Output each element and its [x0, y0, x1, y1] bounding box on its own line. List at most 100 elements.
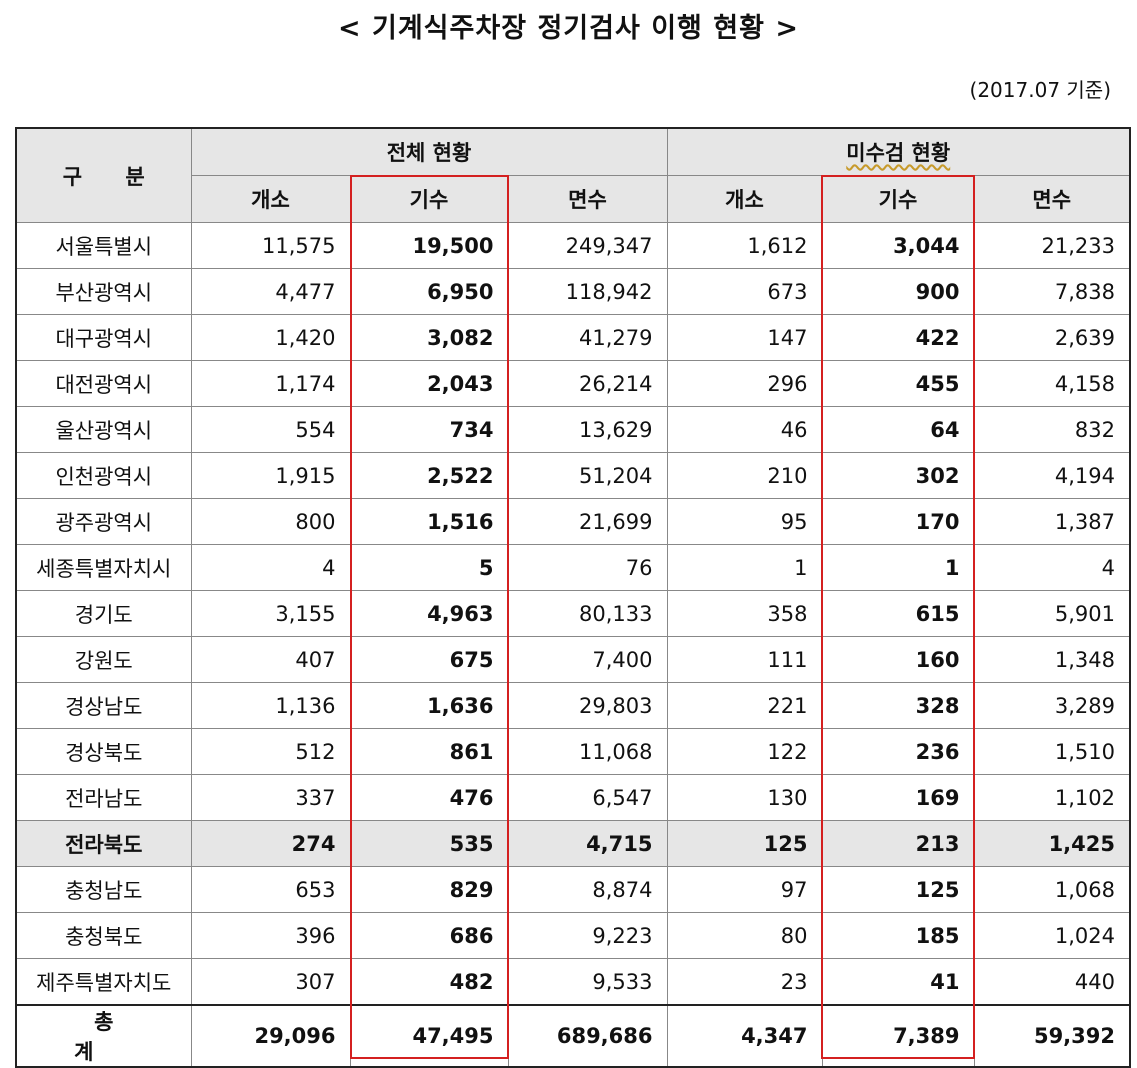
- value-cell: 4: [190, 544, 351, 591]
- value-cell: 861: [349, 728, 509, 775]
- column-header-0: 개소: [190, 175, 351, 223]
- value-cell: 800: [190, 498, 351, 545]
- value-cell: 675: [349, 636, 509, 683]
- value-cell: 221: [666, 682, 823, 729]
- value-cell: 169: [821, 774, 975, 821]
- value-cell: 4,194: [973, 452, 1131, 499]
- value-cell: 1,348: [973, 636, 1131, 683]
- region-cell: 대전광역시: [15, 360, 192, 407]
- value-cell: 6,950: [349, 268, 509, 315]
- value-cell: 2,522: [349, 452, 509, 499]
- value-cell: 170: [821, 498, 975, 545]
- total-row: 총 계 29,096 47,495 689,686 4,347 7,389 59,392: [15, 1004, 1131, 1068]
- value-cell: 512: [190, 728, 351, 775]
- total-value-cell: 47,495: [349, 1004, 509, 1068]
- value-cell: 8,874: [507, 866, 668, 913]
- value-cell: 1,102: [973, 774, 1131, 821]
- value-cell: 160: [821, 636, 975, 683]
- value-cell: 6,547: [507, 774, 668, 821]
- value-cell: 29,803: [507, 682, 668, 729]
- page-title: < 기계식주차장 정기검사 이행 현황 >: [337, 13, 799, 44]
- region-cell: 제주특별자치도: [15, 958, 192, 1006]
- group-header-uninspected-label: 미수검 현황: [846, 141, 951, 165]
- value-cell: 3,289: [973, 682, 1131, 729]
- value-cell: 118,942: [507, 268, 668, 315]
- value-cell: 407: [190, 636, 351, 683]
- value-cell: 7,838: [973, 268, 1131, 315]
- value-cell: 535: [349, 820, 509, 867]
- inspection-status-table: 구 분 전체 현황 미수검 현황 개소 기수 면수 개소 기수 면수 서울특별시 11,57…: [15, 127, 1131, 1068]
- group-header-uninspected: 미수검 현황: [666, 127, 1131, 176]
- table-row: 전라남도 337 476 6,547 130 169 1,102: [15, 774, 1131, 821]
- column-header-3: 개소: [666, 175, 823, 223]
- value-cell: 11,575: [190, 222, 351, 269]
- total-value-cell: 4,347: [666, 1004, 823, 1068]
- value-cell: 46: [666, 406, 823, 453]
- value-cell: 4,715: [507, 820, 668, 867]
- value-cell: 41: [821, 958, 975, 1006]
- region-cell: 세종특별자치시: [15, 544, 192, 591]
- value-cell: 1,387: [973, 498, 1131, 545]
- value-cell: 3,155: [190, 590, 351, 637]
- region-cell: 서울특별시: [15, 222, 192, 269]
- value-cell: 111: [666, 636, 823, 683]
- group-header-total: 전체 현황: [190, 127, 668, 176]
- category-header: 구 분: [15, 127, 192, 223]
- value-cell: 829: [349, 866, 509, 913]
- value-cell: 296: [666, 360, 823, 407]
- table-row: 광주광역시 800 1,516 21,699 95 170 1,387: [15, 498, 1131, 545]
- value-cell: 337: [190, 774, 351, 821]
- value-cell: 5,901: [973, 590, 1131, 637]
- value-cell: 1,425: [973, 820, 1131, 867]
- value-cell: 125: [821, 866, 975, 913]
- value-cell: 274: [190, 820, 351, 867]
- value-cell: 80: [666, 912, 823, 959]
- region-cell: 경상남도: [15, 682, 192, 729]
- region-cell: 전라북도: [15, 820, 192, 867]
- total-value-cell: 689,686: [507, 1004, 668, 1068]
- region-cell: 경기도: [15, 590, 192, 637]
- value-cell: 1,068: [973, 866, 1131, 913]
- region-cell: 전라남도: [15, 774, 192, 821]
- value-cell: 21,233: [973, 222, 1131, 269]
- region-cell: 부산광역시: [15, 268, 192, 315]
- value-cell: 26,214: [507, 360, 668, 407]
- region-cell: 대구광역시: [15, 314, 192, 361]
- value-cell: 2,639: [973, 314, 1131, 361]
- table-row: 부산광역시 4,477 6,950 118,942 673 900 7,838: [15, 268, 1131, 315]
- value-cell: 4,477: [190, 268, 351, 315]
- table-row: 강원도 407 675 7,400 111 160 1,348: [15, 636, 1131, 683]
- value-cell: 130: [666, 774, 823, 821]
- value-cell: 2,043: [349, 360, 509, 407]
- value-cell: 673: [666, 268, 823, 315]
- table-row: 대전광역시 1,174 2,043 26,214 296 455 4,158: [15, 360, 1131, 407]
- value-cell: 653: [190, 866, 351, 913]
- region-cell: 울산광역시: [15, 406, 192, 453]
- value-cell: 1,510: [973, 728, 1131, 775]
- value-cell: 13,629: [507, 406, 668, 453]
- region-cell: 충청남도: [15, 866, 192, 913]
- region-cell: 인천광역시: [15, 452, 192, 499]
- table-row: 세종특별자치시 4 5 76 1 1 4: [15, 544, 1131, 591]
- value-cell: 307: [190, 958, 351, 1006]
- value-cell: 9,533: [507, 958, 668, 1006]
- value-cell: 3,082: [349, 314, 509, 361]
- value-cell: 358: [666, 590, 823, 637]
- column-header-4: 기수: [821, 175, 975, 223]
- table-row: 대구광역시 1,420 3,082 41,279 147 422 2,639: [15, 314, 1131, 361]
- value-cell: 900: [821, 268, 975, 315]
- value-cell: 302: [821, 452, 975, 499]
- table-row: 충청북도 396 686 9,223 80 185 1,024: [15, 912, 1131, 959]
- region-cell: 광주광역시: [15, 498, 192, 545]
- value-cell: 19,500: [349, 222, 509, 269]
- table-row: 제주특별자치도 307 482 9,533 23 41 440: [15, 958, 1131, 1006]
- table-row: 울산광역시 554 734 13,629 46 64 832: [15, 406, 1131, 453]
- value-cell: 11,068: [507, 728, 668, 775]
- value-cell: 615: [821, 590, 975, 637]
- value-cell: 5: [349, 544, 509, 591]
- region-cell: 경상북도: [15, 728, 192, 775]
- value-cell: 4: [973, 544, 1131, 591]
- value-cell: 422: [821, 314, 975, 361]
- value-cell: 734: [349, 406, 509, 453]
- value-cell: 95: [666, 498, 823, 545]
